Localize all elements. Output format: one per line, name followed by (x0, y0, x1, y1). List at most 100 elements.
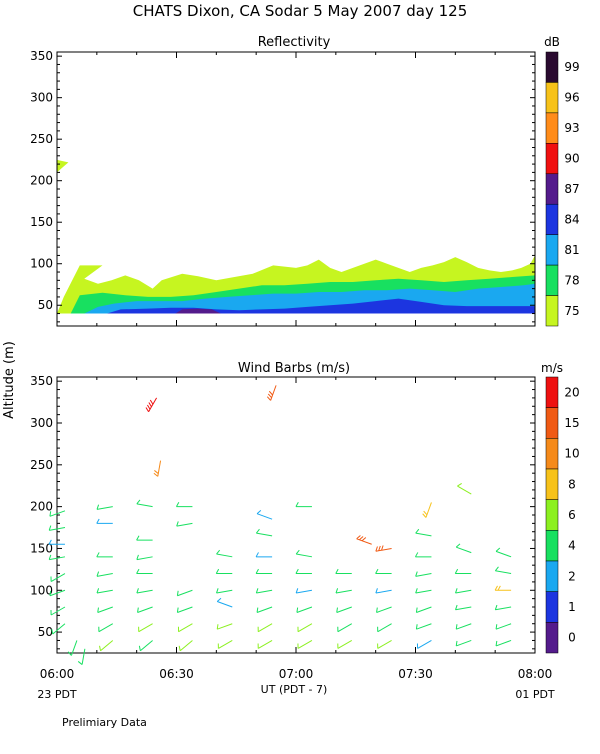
wind-barb-feather (376, 569, 378, 573)
left-date-label: 23 PDT (37, 688, 77, 701)
wind-ytick-label: 300 (30, 416, 53, 430)
wind-barb-feather (296, 502, 298, 506)
reflectivity-ytick-label: 100 (30, 257, 53, 271)
wind-barb (376, 590, 392, 593)
wind-barb (457, 486, 471, 494)
wind-barb (378, 624, 392, 632)
wind-colorbar-label: 0 (568, 631, 576, 645)
wind-barb-feather (147, 405, 150, 409)
reflectivity-patch (57, 160, 68, 173)
wind-colorbar-segment (546, 438, 558, 469)
wind-barb-feather (495, 586, 497, 590)
wind-frame (57, 377, 535, 653)
wind-barb (495, 607, 511, 610)
wind-ytick-label: 350 (30, 374, 53, 388)
wind-barb (257, 607, 272, 612)
wind-barb-feather (496, 548, 500, 551)
y-axis-label: Altitude (m) (2, 341, 17, 419)
wind-barb (416, 574, 432, 577)
reflectivity-colorbar-segment (546, 235, 558, 265)
reflectivity-ytick-label: 50 (38, 298, 53, 312)
wind-barb-feather (415, 552, 417, 556)
wind-colorbar-label: 6 (568, 508, 576, 522)
right-date-label: 01 PDT (515, 688, 555, 701)
wind-barb-feather (256, 569, 258, 573)
wind-barb-feather (456, 544, 460, 547)
reflectivity-ytick-label: 150 (30, 215, 53, 229)
reflectivity-colorbar-label: 87 (564, 182, 579, 196)
wind-barb (495, 571, 511, 574)
reflectivity-colorbar-segment (546, 143, 558, 173)
wind-barb-feather (416, 529, 419, 533)
wind-barb (416, 607, 431, 612)
reflectivity-colorbar-segment (546, 174, 558, 204)
reflectivity-ytick-label: 200 (30, 174, 53, 188)
wind-barb (298, 624, 312, 632)
wind-barb (416, 533, 432, 536)
wind-barb (82, 649, 85, 665)
wind-barb (217, 602, 232, 607)
wind-barb (98, 607, 113, 612)
wind-barb (101, 640, 113, 650)
wind-barb-feather (256, 552, 258, 556)
wind-xtick-label: 08:00 (518, 667, 553, 681)
wind-barb-feather (216, 569, 218, 573)
wind-colorbar-segment (546, 530, 558, 561)
wind-barb (217, 624, 232, 629)
wind-barb-feather (97, 552, 99, 556)
wind-barb (258, 640, 272, 648)
wind-barb-feather (154, 470, 158, 473)
wind-barb-feather (97, 519, 99, 523)
wind-barb (138, 607, 153, 612)
wind-barb (177, 590, 192, 595)
wind-colorbar-label: 20 (564, 385, 579, 399)
wind-colorbar-label: 15 (564, 416, 579, 430)
wind-barb (217, 554, 233, 557)
wind-barb-feather (296, 550, 299, 554)
wind-barb (456, 590, 472, 593)
wind-barb (97, 590, 113, 593)
wind-barb-feather (455, 569, 457, 573)
wind-barb-feather (176, 502, 178, 506)
reflectivity-colorbar-label: 99 (564, 60, 579, 74)
footer-note: Prelimiary Data (62, 716, 147, 729)
reflectivity-colorbar-segment (546, 296, 558, 326)
reflectivity-title: Reflectivity (258, 35, 331, 50)
wind-barb-feather (336, 569, 338, 573)
wind-barb (297, 607, 312, 612)
wind-barb-feather (357, 535, 361, 538)
wind-xtick-label: 07:30 (398, 667, 433, 681)
wind-colorbar-segment (546, 469, 558, 500)
wind-colorbar-label: 4 (568, 539, 576, 553)
wind-barb-feather (78, 661, 82, 664)
wind-barb (336, 590, 352, 593)
wind-barb-feather (68, 652, 71, 656)
wind-barb (416, 590, 432, 593)
wind-barb-feather (137, 536, 139, 540)
reflectivity-ytick-label: 250 (30, 132, 53, 146)
wind-barb (217, 590, 233, 593)
wind-barb-feather (100, 646, 101, 651)
wind-barb-feather (424, 511, 427, 515)
wind-barb-feather (257, 510, 261, 513)
wind-barb-feather (137, 500, 140, 504)
wind-barb-feather (267, 397, 270, 401)
wind-barb-feather (217, 550, 220, 554)
wind-barb (496, 640, 511, 645)
wind-barb-feather (423, 514, 426, 518)
wind-barb (51, 607, 65, 615)
wind-barb (376, 548, 392, 551)
wind-barb (456, 640, 471, 645)
wind-colorbar-label: 10 (564, 447, 579, 461)
wind-barb (416, 624, 431, 629)
wind-barb (140, 640, 152, 650)
wind-barb (357, 539, 372, 544)
wind-ytick-label: 50 (38, 625, 53, 639)
reflectivity-colorbar-segment (546, 82, 558, 112)
wind-barb (296, 554, 312, 557)
wind-ytick-label: 200 (30, 500, 53, 514)
